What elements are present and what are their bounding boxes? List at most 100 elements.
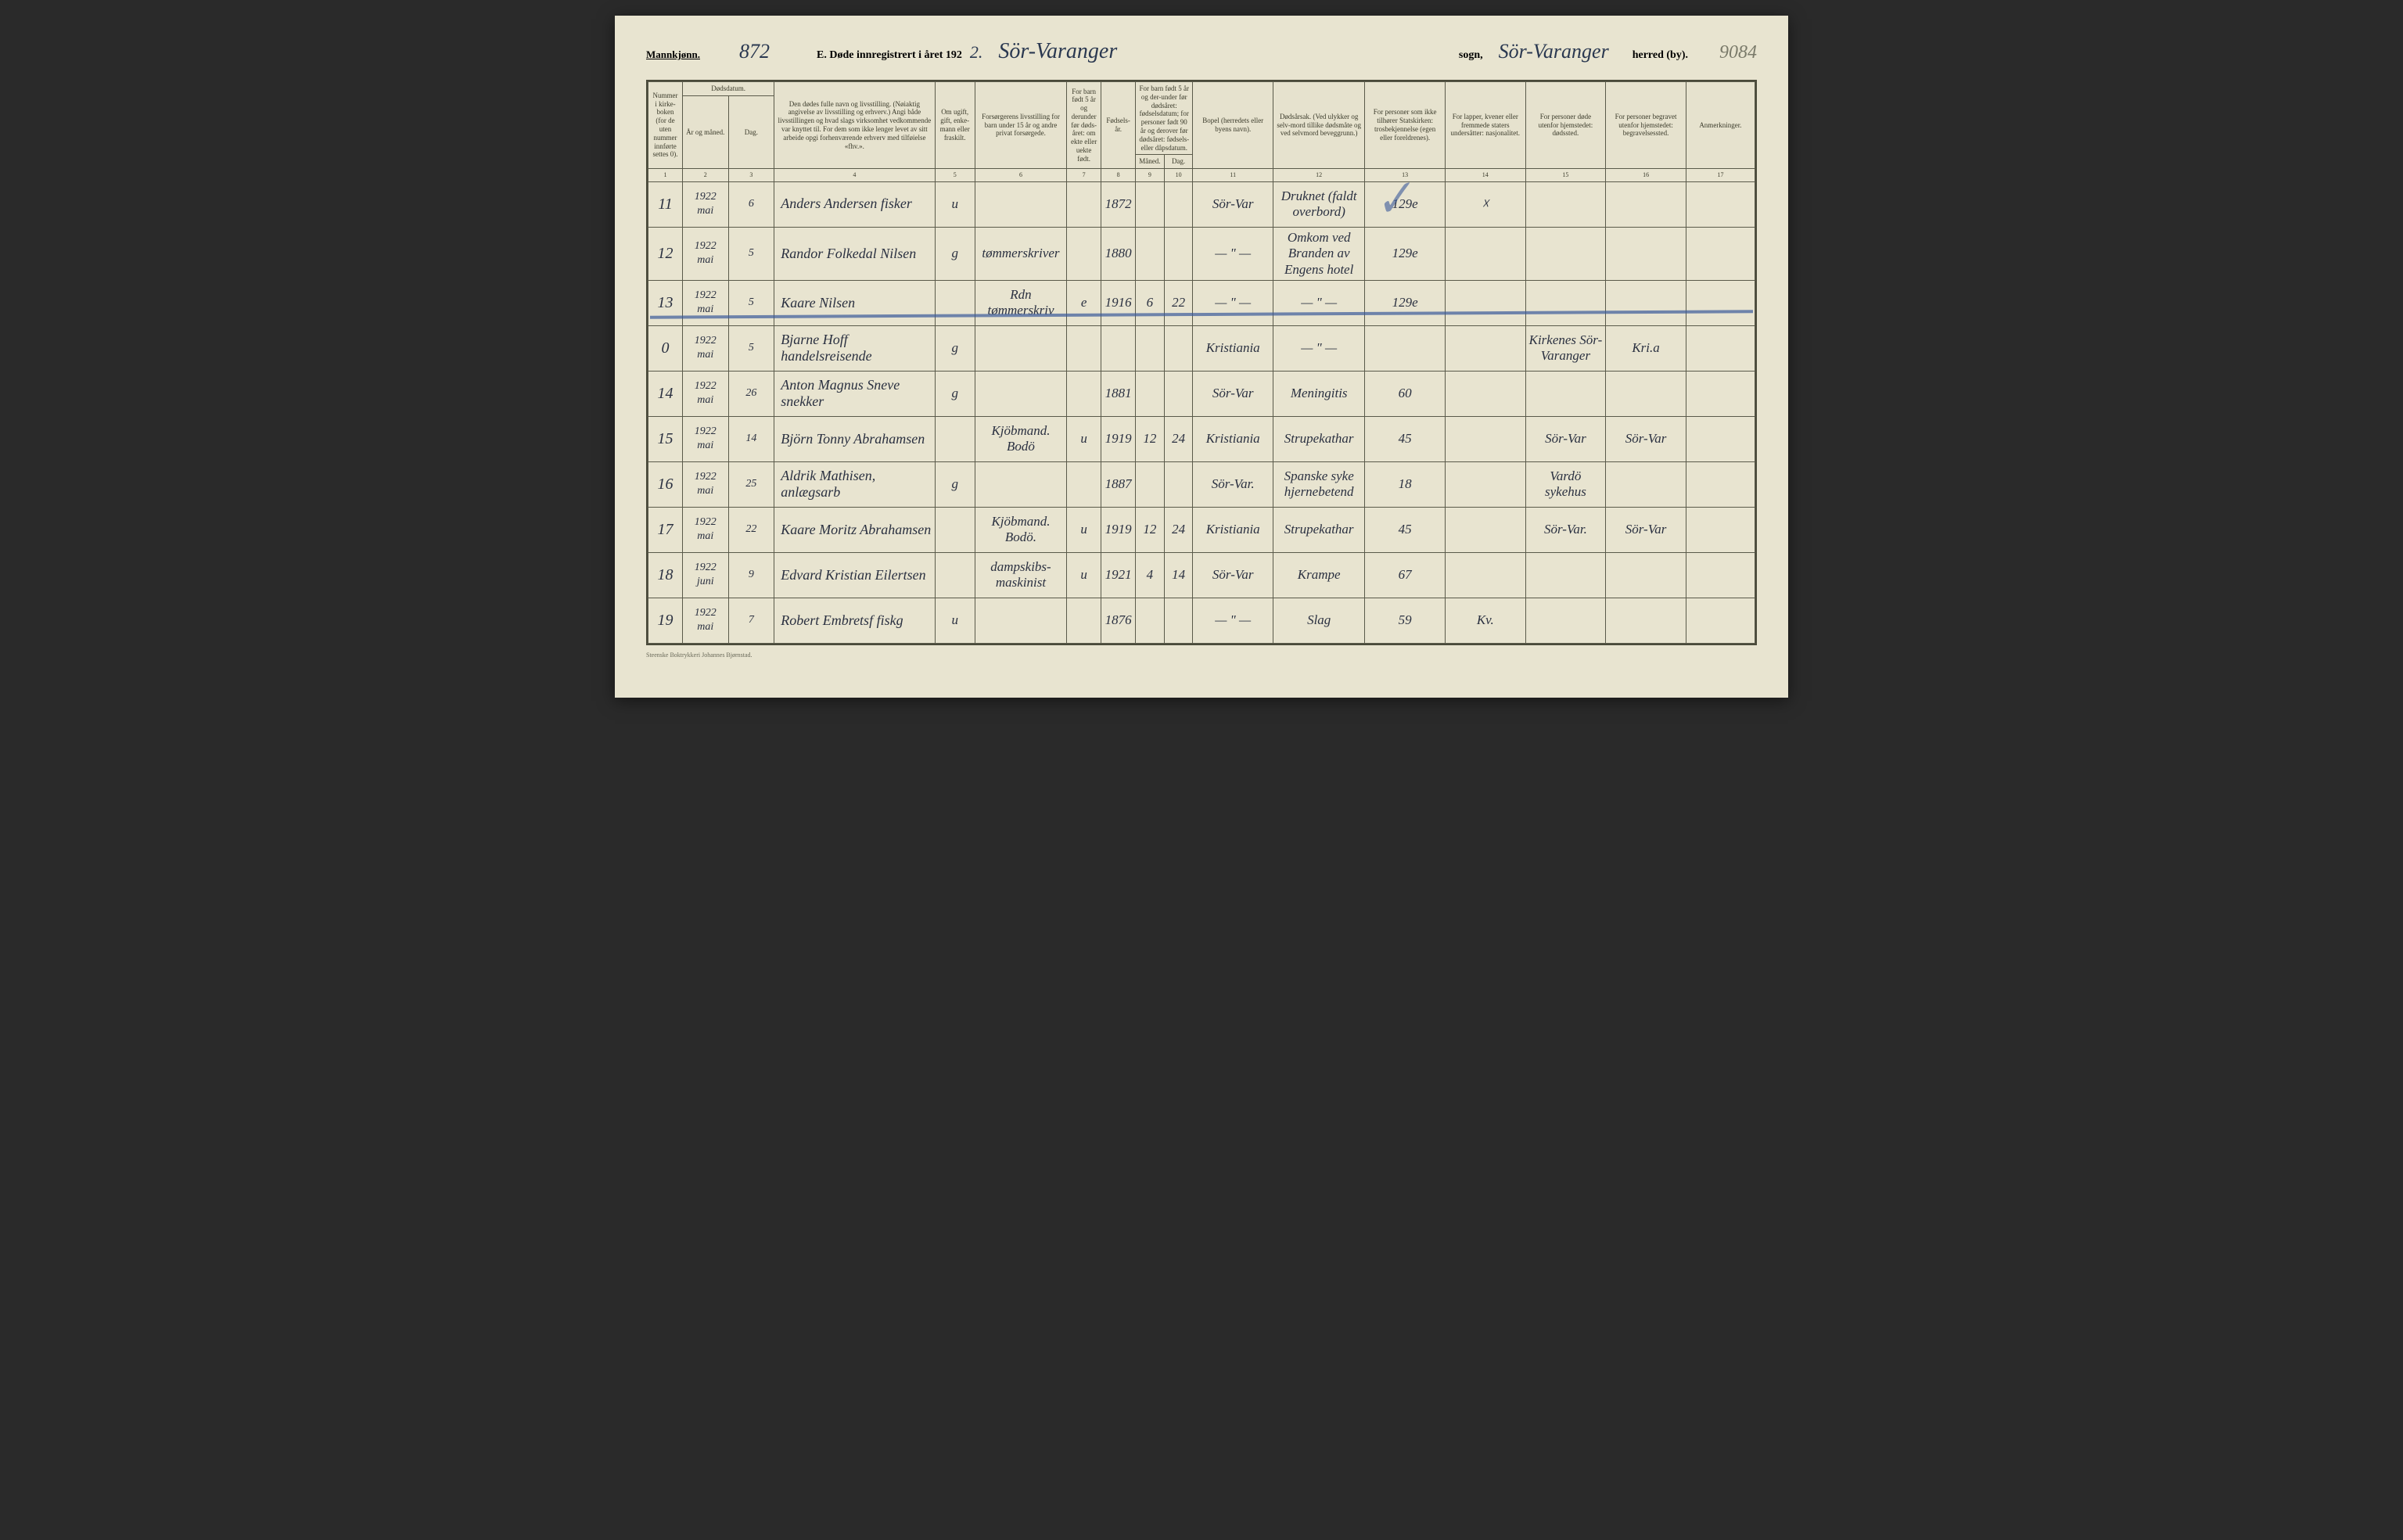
sogn-handwritten: Sör-Varanger bbox=[998, 39, 1117, 64]
table-row: 191922mai7Robert Embretsf fiskgu1876— " … bbox=[648, 598, 1755, 643]
column-number-row: 1 2 3 4 5 6 7 8 9 10 11 12 13 14 15 16 1… bbox=[648, 169, 1755, 182]
entry-number: 12 bbox=[648, 227, 683, 280]
year-month: 1922mai bbox=[682, 227, 728, 280]
remarks bbox=[1686, 416, 1755, 461]
remarks bbox=[1686, 507, 1755, 552]
colnum: 16 bbox=[1606, 169, 1686, 182]
religion bbox=[1365, 325, 1446, 371]
printer-footer: Steenske Boktrykkeri Johannes Bjørnstad. bbox=[646, 652, 1757, 659]
entry-number: 18 bbox=[648, 552, 683, 598]
birth-year: 1919 bbox=[1101, 507, 1136, 552]
nationality bbox=[1445, 552, 1525, 598]
colnum: 7 bbox=[1067, 169, 1101, 182]
marital-status: g bbox=[935, 325, 975, 371]
marital-status: g bbox=[935, 461, 975, 507]
nationality bbox=[1445, 280, 1525, 325]
religion: 67 bbox=[1365, 552, 1446, 598]
colnum: 15 bbox=[1525, 169, 1606, 182]
cause-of-death: Krampe bbox=[1273, 552, 1365, 598]
hdr-marital: Om ugift, gift, enke-mann eller fraskilt… bbox=[935, 82, 975, 169]
residence: — " — bbox=[1193, 227, 1273, 280]
cause-of-death: Meningitis bbox=[1273, 371, 1365, 416]
hdr-provider: Forsørgerens livsstilling for barn under… bbox=[975, 82, 1066, 169]
day: 6 bbox=[728, 181, 774, 227]
burial-place bbox=[1606, 598, 1686, 643]
burial-place bbox=[1606, 181, 1686, 227]
legitimacy: u bbox=[1067, 552, 1101, 598]
colnum: 4 bbox=[774, 169, 935, 182]
hdr-remarks: Anmerkninger. bbox=[1686, 82, 1755, 169]
provider-occupation: dampskibs-maskinist bbox=[975, 552, 1066, 598]
year-month: 1922mai bbox=[682, 416, 728, 461]
deceased-name: Anders Andersen fisker bbox=[774, 181, 935, 227]
nationality bbox=[1445, 227, 1525, 280]
day: 26 bbox=[728, 371, 774, 416]
colnum: 3 bbox=[728, 169, 774, 182]
religion: 59 bbox=[1365, 598, 1446, 643]
residence: Kristiania bbox=[1193, 416, 1273, 461]
birth-month bbox=[1136, 227, 1165, 280]
table-row: 181922juni9Edvard Kristian Eilertsendamp… bbox=[648, 552, 1755, 598]
burial-place: Sör-Var bbox=[1606, 416, 1686, 461]
death-place bbox=[1525, 280, 1606, 325]
birth-month: 12 bbox=[1136, 507, 1165, 552]
provider-occupation bbox=[975, 371, 1066, 416]
colnum: 11 bbox=[1193, 169, 1273, 182]
legitimacy: u bbox=[1067, 416, 1101, 461]
day: 25 bbox=[728, 461, 774, 507]
table-body: 111922mai6Anders Andersen fiskeru1872Sör… bbox=[648, 181, 1755, 643]
birth-month bbox=[1136, 371, 1165, 416]
herred-label: herred (by). bbox=[1633, 49, 1688, 62]
deceased-name: Edvard Kristian Eilertsen bbox=[774, 552, 935, 598]
table-row: 171922mai22Kaare Moritz AbrahamsenKjöbma… bbox=[648, 507, 1755, 552]
year-month: 1922mai bbox=[682, 598, 728, 643]
year-month: 1922mai bbox=[682, 461, 728, 507]
hdr-name: Den dødes fulle navn og livsstilling. (N… bbox=[774, 82, 935, 169]
legitimacy: e bbox=[1067, 280, 1101, 325]
birth-day bbox=[1164, 371, 1193, 416]
residence: Sör-Var. bbox=[1193, 461, 1273, 507]
birth-year: 1881 bbox=[1101, 371, 1136, 416]
residence: Kristiania bbox=[1193, 325, 1273, 371]
register-page: ✓ Mannkjønn. 872 E. Døde innregistrert i… bbox=[615, 16, 1788, 698]
marital-status: g bbox=[935, 227, 975, 280]
table-header: Nummer i kirke-boken (for de uten nummer… bbox=[648, 82, 1755, 182]
birth-day bbox=[1164, 181, 1193, 227]
legitimacy bbox=[1067, 598, 1101, 643]
burial-place bbox=[1606, 371, 1686, 416]
provider-occupation bbox=[975, 181, 1066, 227]
burial-place bbox=[1606, 461, 1686, 507]
death-place: Sör-Var. bbox=[1525, 507, 1606, 552]
religion: 18 bbox=[1365, 461, 1446, 507]
day: 5 bbox=[728, 325, 774, 371]
remarks bbox=[1686, 552, 1755, 598]
table-row: 131922mai5Kaare NilsenRdn tømmerskrive19… bbox=[648, 280, 1755, 325]
birth-year: 1916 bbox=[1101, 280, 1136, 325]
deceased-name: Anton Magnus Sneve snekker bbox=[774, 371, 935, 416]
birth-day bbox=[1164, 325, 1193, 371]
birth-year: 1919 bbox=[1101, 416, 1136, 461]
cause-of-death: Spanske syke hjernebetend bbox=[1273, 461, 1365, 507]
legitimacy bbox=[1067, 181, 1101, 227]
birth-year bbox=[1101, 325, 1136, 371]
colnum: 14 bbox=[1445, 169, 1525, 182]
table-row: 121922mai5Randor Folkedal Nilsengtømmers… bbox=[648, 227, 1755, 280]
death-place bbox=[1525, 227, 1606, 280]
table-row: 111922mai6Anders Andersen fiskeru1872Sör… bbox=[648, 181, 1755, 227]
year-month: 1922juni bbox=[682, 552, 728, 598]
marital-status bbox=[935, 280, 975, 325]
deceased-name: Bjarne Hoff handelsreisende bbox=[774, 325, 935, 371]
provider-occupation: tømmerskriver bbox=[975, 227, 1066, 280]
hdr-burialplace: For personer begravet utenfor hjemstedet… bbox=[1606, 82, 1686, 169]
birth-month: 4 bbox=[1136, 552, 1165, 598]
hdr-day: Dag. bbox=[728, 95, 774, 168]
right-number: 9084 bbox=[1719, 42, 1757, 63]
marital-status bbox=[935, 416, 975, 461]
birth-day bbox=[1164, 227, 1193, 280]
hdr-nationality: For lapper, kvener eller fremmede stater… bbox=[1445, 82, 1525, 169]
deceased-name: Kaare Moritz Abrahamsen bbox=[774, 507, 935, 552]
year-month: 1922mai bbox=[682, 371, 728, 416]
nationality: ☓ bbox=[1445, 181, 1525, 227]
register-table: Nummer i kirke-boken (for de uten nummer… bbox=[648, 81, 1755, 644]
burial-place bbox=[1606, 280, 1686, 325]
